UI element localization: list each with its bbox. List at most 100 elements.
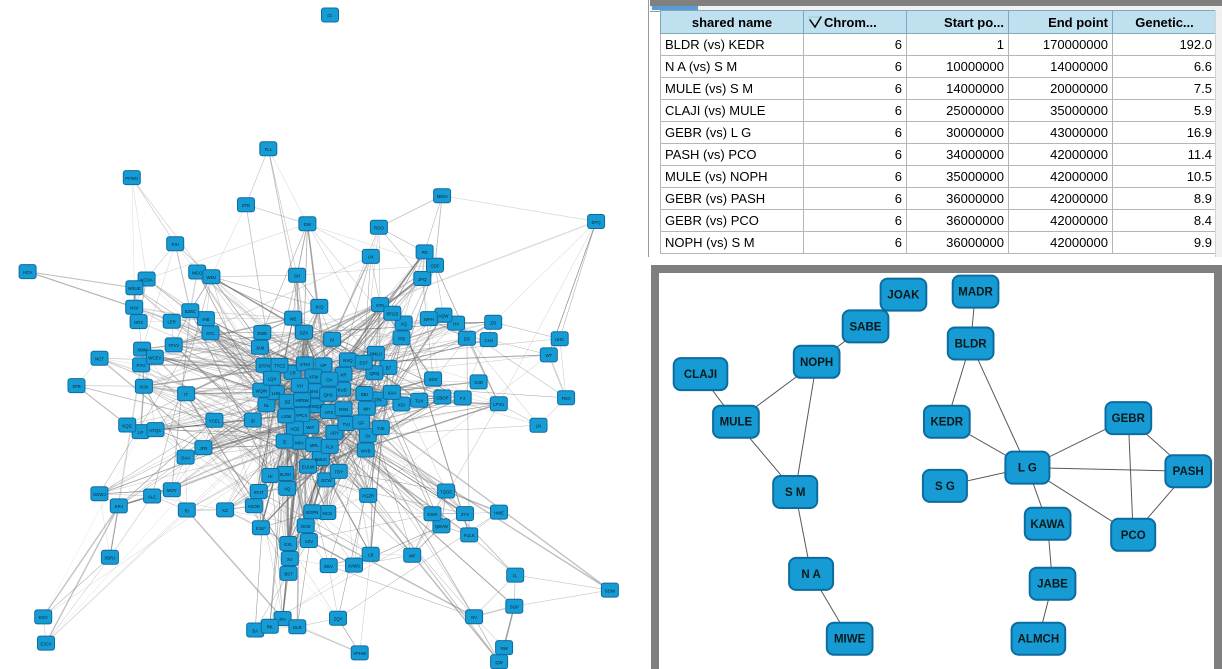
svg-text:YFVV: YFVV	[168, 343, 179, 348]
svg-text:ALMCH: ALMCH	[1018, 634, 1060, 646]
svg-text:NRUE: NRUE	[128, 286, 140, 291]
svg-text:WT: WT	[545, 353, 552, 358]
svg-text:XFM: XFM	[309, 374, 318, 379]
svg-text:NOPH: NOPH	[800, 357, 833, 369]
svg-text:RFGS: RFGS	[386, 312, 398, 317]
svg-text:XBRJ: XBRJ	[104, 556, 115, 561]
svg-text:YJE: YJE	[377, 426, 385, 431]
svg-text:FF: FF	[327, 13, 333, 18]
svg-text:BT: BT	[386, 366, 392, 371]
svg-text:NW: NW	[501, 646, 509, 651]
svg-text:EW: EW	[304, 222, 312, 227]
svg-text:IV: IV	[330, 338, 334, 343]
svg-text:FJ: FJ	[460, 396, 465, 401]
svg-text:TQGE: TQGE	[440, 489, 452, 494]
svg-text:PYG: PYG	[137, 363, 147, 368]
svg-text:EWE: EWE	[257, 331, 267, 336]
svg-text:OAA: OAA	[181, 455, 190, 460]
svg-text:AOZ: AOZ	[290, 426, 299, 431]
svg-text:KZ: KZ	[222, 508, 228, 513]
svg-text:SLRH: SLRH	[280, 472, 291, 477]
svg-text:PD: PD	[422, 250, 428, 255]
svg-text:IT: IT	[184, 392, 188, 397]
svg-text:XTK: XTK	[376, 303, 384, 308]
svg-text:TVJ: TVJ	[343, 422, 351, 427]
svg-text:LPVU: LPVU	[493, 402, 504, 407]
svg-text:GCW: GCW	[321, 478, 332, 483]
svg-text:NVQ: NVQ	[343, 358, 353, 363]
svg-text:EULW: EULW	[302, 465, 315, 470]
svg-text:N A: N A	[801, 569, 820, 581]
svg-text:CR: CR	[289, 371, 295, 376]
svg-text:ZO: ZO	[490, 321, 497, 326]
svg-text:GH: GH	[294, 274, 300, 279]
svg-text:RIH: RIH	[171, 242, 178, 247]
svg-text:GDW: GDW	[605, 588, 616, 593]
svg-text:IHB: IHB	[202, 317, 209, 322]
svg-text:KGV: KGV	[39, 615, 48, 620]
svg-text:AVWS: AVWS	[348, 563, 360, 568]
svg-text:BST: BST	[284, 572, 293, 577]
svg-text:PGZR: PGZR	[362, 494, 374, 499]
svg-text:UTX: UTX	[325, 410, 334, 415]
svg-text:TTCZ: TTCZ	[274, 364, 285, 369]
svg-text:BGPN: BGPN	[306, 510, 318, 515]
svg-text:MGO: MGO	[192, 270, 203, 275]
svg-text:BZBC: BZBC	[185, 309, 196, 314]
svg-text:IFA: IFA	[279, 617, 286, 622]
svg-text:XPB: XPB	[72, 384, 81, 389]
svg-text:ADY: ADY	[330, 431, 339, 436]
svg-text:MADR: MADR	[958, 287, 993, 299]
svg-text:KWQX: KWQX	[309, 404, 322, 409]
svg-text:EST: EST	[360, 361, 369, 366]
svg-text:VQ: VQ	[284, 487, 291, 492]
svg-text:NCT: NCT	[95, 357, 104, 362]
svg-text:QRQ: QRQ	[370, 371, 380, 376]
svg-text:GDWJ: GDWJ	[93, 492, 106, 497]
svg-text:NL: NL	[264, 403, 270, 408]
svg-text:FULK: FULK	[464, 533, 475, 538]
svg-text:ZQY: ZQY	[334, 617, 343, 622]
svg-text:YPCX: YPCX	[296, 413, 308, 418]
svg-text:HOV: HOV	[23, 270, 32, 275]
svg-text:RI: RI	[185, 508, 189, 513]
svg-text:UP: UP	[320, 363, 326, 368]
svg-text:XFJT: XFJT	[254, 490, 265, 495]
svg-text:ROO: ROO	[374, 226, 384, 231]
svg-text:UX: UX	[368, 255, 374, 260]
svg-text:HTQC: HTQC	[149, 428, 161, 433]
svg-text:ESIR: ESIR	[427, 512, 437, 517]
svg-text:DLR: DLR	[293, 625, 302, 630]
svg-text:YCEL: YCEL	[209, 419, 221, 424]
svg-text:WPH: WPH	[424, 317, 434, 322]
svg-text:SHS: SHS	[309, 389, 318, 394]
svg-text:HI: HI	[268, 474, 272, 479]
svg-text:ZYX: ZYX	[461, 512, 469, 517]
svg-text:XOK: XOK	[139, 385, 148, 390]
svg-text:FLL: FLL	[265, 147, 273, 152]
svg-text:JAM: JAM	[256, 346, 265, 351]
svg-text:LB: LB	[368, 553, 373, 558]
svg-text:MH: MH	[363, 407, 370, 412]
svg-text:UHC: UHC	[555, 337, 564, 342]
svg-text:VZV: VZV	[305, 539, 313, 544]
svg-text:BBI: BBI	[361, 392, 368, 397]
svg-text:MULE: MULE	[720, 417, 753, 429]
svg-text:HWE: HWE	[494, 510, 504, 515]
svg-text:SGP: SGP	[510, 605, 519, 610]
svg-text:KEDR: KEDR	[931, 417, 964, 429]
svg-text:JPQ: JPQ	[418, 277, 427, 282]
svg-text:KUD: KUD	[338, 387, 347, 392]
svg-text:LHN: LHN	[272, 391, 281, 396]
svg-text:XAA: XAA	[388, 391, 397, 396]
svg-text:QW: QW	[495, 660, 503, 665]
svg-text:ID: ID	[251, 418, 255, 423]
svg-text:LQX: LQX	[268, 377, 277, 382]
svg-text:WQIN: WQIN	[255, 388, 267, 393]
svg-text:ODF: ODF	[430, 264, 439, 269]
svg-text:RK: RK	[267, 625, 273, 630]
svg-text:JABE: JABE	[1037, 579, 1068, 591]
svg-text:BLDR: BLDR	[955, 339, 988, 351]
svg-text:BTFN: BTFN	[259, 364, 270, 369]
svg-text:GYL: GYL	[206, 331, 215, 336]
